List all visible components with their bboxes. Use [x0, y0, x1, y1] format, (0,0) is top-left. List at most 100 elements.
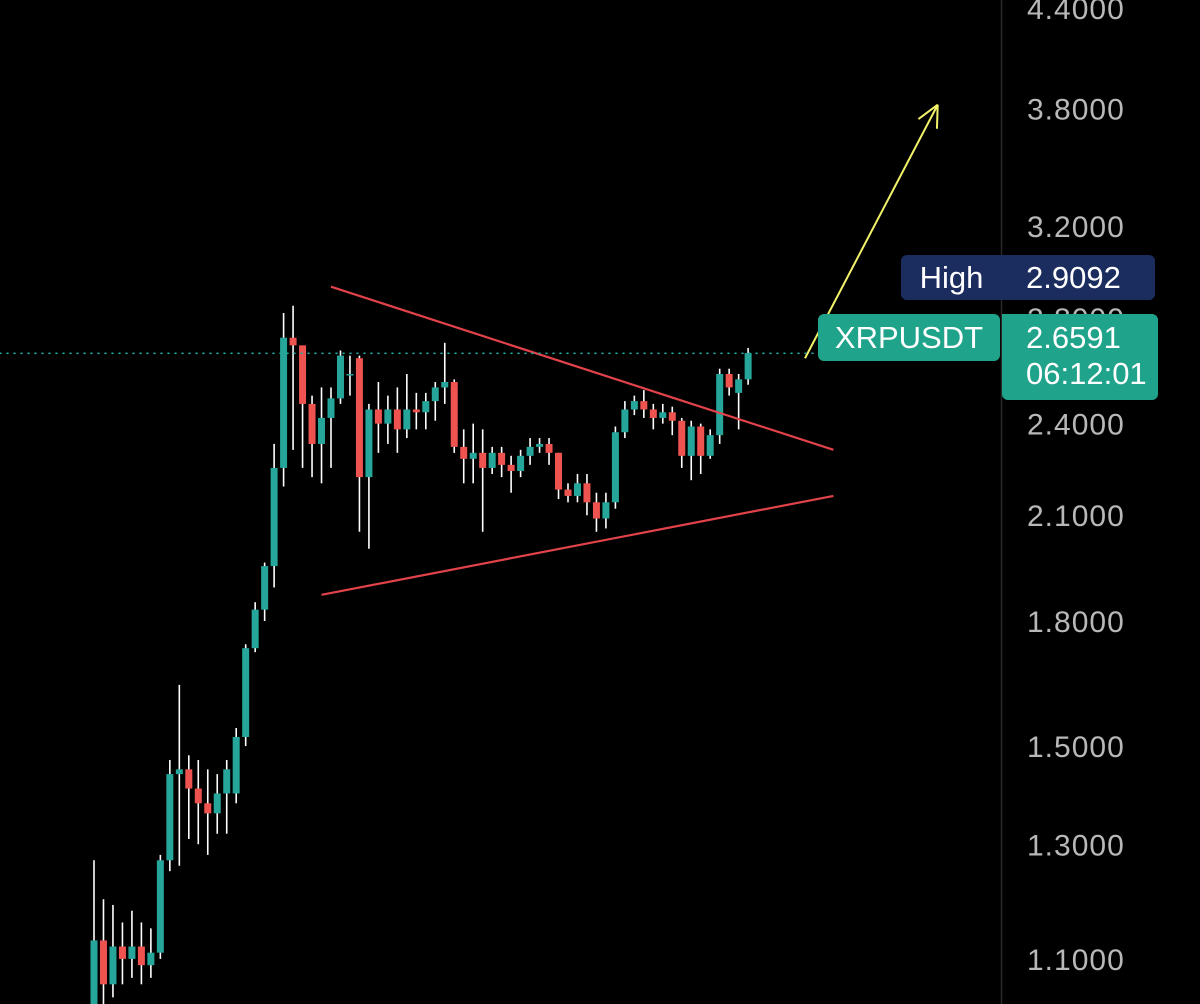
candle-body-down — [99, 940, 107, 985]
candle-body-down — [299, 345, 307, 404]
candle — [573, 474, 581, 503]
candle — [346, 355, 354, 396]
y-tick-label: 3.2000 — [1027, 211, 1125, 244]
candle-body-down — [668, 412, 676, 421]
candle-body-down — [393, 409, 401, 430]
candle — [299, 345, 307, 468]
candle — [355, 355, 363, 532]
candle-body-up — [602, 502, 610, 519]
candle — [630, 395, 638, 416]
candle — [469, 423, 477, 484]
candle-body-up — [261, 566, 269, 610]
candle — [280, 312, 288, 487]
last-price-badge: 2.6591 06:12:01 — [1002, 314, 1158, 400]
candle-body-up — [213, 793, 221, 814]
candle — [156, 854, 164, 959]
candle-body-up — [526, 446, 534, 456]
candle-body-down — [308, 403, 316, 444]
candle — [460, 429, 468, 484]
candle — [90, 860, 98, 1004]
candle-body-down — [185, 769, 193, 789]
candle — [441, 342, 449, 404]
candle-body-down — [592, 502, 600, 519]
candle — [649, 403, 657, 430]
candle — [336, 350, 344, 404]
high-label-badge: High — [901, 255, 1002, 300]
candle-body-up — [384, 409, 392, 424]
candle-body-down — [479, 452, 487, 468]
candle-body-up — [223, 769, 231, 794]
candle-body-up — [536, 443, 544, 447]
candle — [384, 395, 392, 444]
candle — [374, 382, 382, 453]
candle — [621, 401, 629, 439]
symbol-badge: XRPUSDT — [818, 314, 1000, 361]
candle-body-up — [716, 374, 724, 436]
candle-body-up — [270, 467, 278, 567]
candle — [488, 446, 496, 475]
candle — [175, 684, 183, 866]
candle — [479, 429, 487, 532]
candle — [564, 483, 572, 503]
candle-body-up — [175, 769, 183, 775]
candle — [668, 406, 676, 436]
candle-body-up — [128, 946, 136, 959]
candle-body-up — [706, 435, 714, 456]
candle-body-down — [355, 358, 363, 478]
candle-body-up — [488, 452, 496, 468]
candle-body-up — [90, 940, 98, 1004]
candle-body-up — [611, 432, 619, 503]
candle — [137, 922, 145, 985]
candle-body-down — [583, 483, 591, 503]
candle — [687, 420, 695, 481]
candle-body-down — [118, 946, 126, 959]
candle — [640, 390, 648, 418]
candle-body-up — [469, 452, 477, 459]
candle-body-up — [621, 409, 629, 433]
candle — [365, 403, 373, 549]
candle-body-down — [507, 464, 515, 471]
candle-body-down — [374, 409, 382, 424]
candlesticks — [90, 305, 752, 1004]
trendline-lower — [321, 494, 834, 596]
candle — [678, 417, 686, 468]
candle-body-up — [687, 426, 695, 456]
candle-body-down — [498, 452, 506, 465]
y-tick-label: 2.4000 — [1027, 409, 1125, 442]
candle-body-up — [365, 409, 373, 478]
last-price-value: 2.6591 — [1026, 320, 1121, 355]
candle — [697, 423, 705, 475]
y-tick-label: 3.8000 — [1027, 93, 1125, 126]
y-tick-label: 2.1000 — [1027, 500, 1125, 533]
candle — [327, 387, 335, 468]
candle — [706, 429, 714, 459]
candle — [242, 644, 250, 747]
candle — [536, 438, 544, 453]
candle-body-down — [194, 788, 202, 804]
candle — [545, 438, 553, 465]
y-tick-label: 1.3000 — [1027, 829, 1125, 862]
bar-countdown: 06:12:01 — [1026, 356, 1147, 391]
candle-body-up — [441, 382, 449, 388]
candle-body-up — [232, 737, 240, 794]
candle-body-up — [336, 355, 344, 399]
candle — [735, 374, 743, 430]
y-tick-label: 1.5000 — [1027, 731, 1125, 764]
candle — [716, 368, 724, 444]
candle — [99, 899, 107, 1004]
candle-body-down — [640, 401, 648, 410]
candle-body-up — [251, 609, 259, 649]
candle-body-up — [327, 398, 335, 418]
candle-body-down — [460, 446, 468, 459]
y-tick-label: 4.4000 — [1027, 0, 1125, 26]
candle — [128, 910, 136, 978]
candle-body-up — [744, 353, 752, 380]
candle-body-down — [678, 420, 686, 456]
forecast-arrow-head — [917, 103, 939, 120]
candle — [232, 728, 240, 804]
candle-body-up — [166, 774, 174, 861]
candle — [393, 387, 401, 453]
candle — [403, 374, 411, 439]
candle-body-down — [725, 374, 733, 388]
